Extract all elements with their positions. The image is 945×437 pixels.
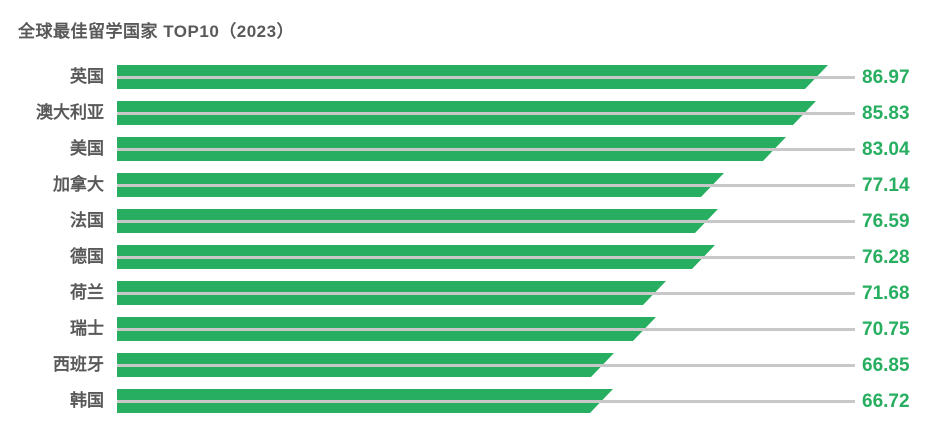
- connector-line: [117, 183, 855, 187]
- value-label: 77.14: [862, 175, 910, 196]
- connector-line: [117, 399, 855, 403]
- category-label: 西班牙: [53, 355, 104, 374]
- bar-row: 韩国 66.72: [0, 389, 945, 413]
- category-label: 德国: [70, 247, 104, 266]
- bar-row: 加拿大 77.14: [0, 173, 945, 197]
- bar-row: 瑞士 70.75: [0, 317, 945, 341]
- connector-line: [117, 327, 855, 331]
- category-label: 美国: [70, 139, 104, 158]
- bar-row: 德国 76.28: [0, 245, 945, 269]
- value-label: 83.04: [862, 139, 910, 160]
- bar-row: 荷兰 71.68: [0, 281, 945, 305]
- value-label: 85.83: [862, 103, 910, 124]
- connector-line: [117, 147, 855, 151]
- value-label: 66.85: [862, 355, 910, 376]
- connector-line: [117, 255, 855, 259]
- bar-row: 法国 76.59: [0, 209, 945, 233]
- category-label: 韩国: [70, 391, 104, 410]
- value-label: 66.72: [862, 391, 910, 412]
- connector-line: [117, 363, 855, 367]
- value-label: 76.28: [862, 247, 910, 268]
- category-label: 法国: [70, 211, 104, 230]
- bar-row: 西班牙 66.85: [0, 353, 945, 377]
- connector-line: [117, 75, 855, 79]
- bar-row: 美国 83.04: [0, 137, 945, 161]
- value-label: 76.59: [862, 211, 910, 232]
- connector-line: [117, 111, 855, 115]
- category-label: 荷兰: [70, 283, 104, 302]
- chart-title: 全球最佳留学国家 TOP10（2023）: [18, 22, 295, 41]
- connector-line: [117, 291, 855, 295]
- category-label: 加拿大: [53, 175, 104, 194]
- value-label: 86.97: [862, 67, 910, 88]
- bar-row: 英国 86.97: [0, 65, 945, 89]
- category-label: 瑞士: [70, 319, 104, 338]
- connector-line: [117, 219, 855, 223]
- category-label: 澳大利亚: [36, 103, 104, 122]
- category-label: 英国: [70, 67, 104, 86]
- value-label: 70.75: [862, 319, 910, 340]
- bar-row: 澳大利亚 85.83: [0, 101, 945, 125]
- value-label: 71.68: [862, 283, 910, 304]
